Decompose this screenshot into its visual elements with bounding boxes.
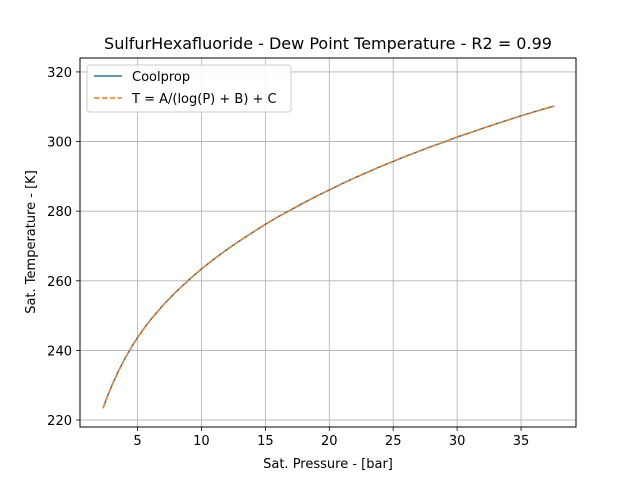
y-tick-label: 240 [47, 344, 72, 359]
legend-label-coolprop: Coolprop [132, 70, 190, 85]
y-axis-label: Sat. Temperature - [K] [24, 170, 39, 314]
x-tick-label: 15 [257, 434, 274, 449]
legend: Coolprop T = A/(log(P) + B) + C [86, 64, 292, 113]
x-tick-label: 20 [321, 434, 338, 449]
legend-box [86, 64, 292, 113]
x-tick-label: 5 [133, 434, 141, 449]
plot-frame [79, 57, 577, 428]
x-axis-label: Sat. Pressure - [bar] [263, 457, 393, 472]
x-tick-label: 30 [449, 434, 466, 449]
y-axis-ticks: 220 240 260 280 300 320 [47, 66, 80, 429]
x-axis-ticks: 5 10 15 20 25 30 35 [133, 427, 529, 449]
x-tick-label: 25 [385, 434, 402, 449]
series-layer [102, 105, 555, 409]
chart-title: SulfurHexafluoride - Dew Point Temperatu… [104, 34, 552, 53]
y-tick-label: 260 [47, 275, 72, 290]
grid-lines [80, 58, 576, 427]
legend-label-fit: T = A/(log(P) + B) + C [131, 92, 277, 107]
y-tick-label: 300 [47, 136, 72, 151]
y-tick-label: 320 [47, 66, 72, 81]
y-tick-label: 280 [47, 205, 72, 220]
x-tick-label: 35 [513, 434, 530, 449]
y-tick-label: 220 [47, 414, 72, 429]
x-tick-label: 10 [193, 434, 210, 449]
series-line-fit [102, 105, 555, 409]
